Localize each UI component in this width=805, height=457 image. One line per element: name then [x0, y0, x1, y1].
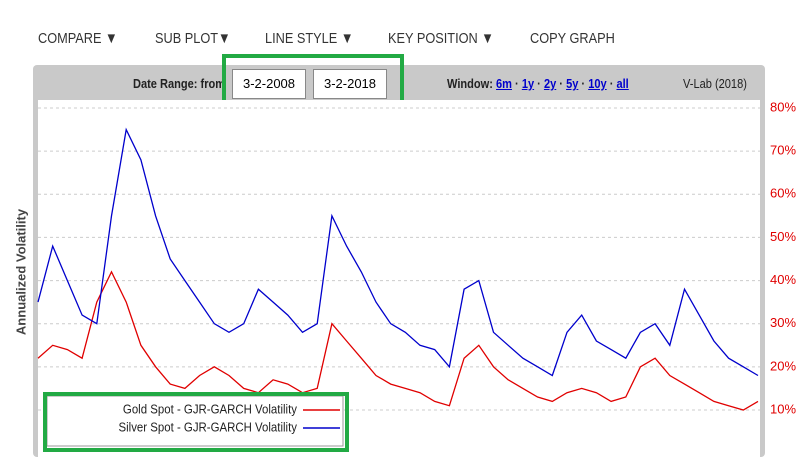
legend-label: Gold Spot - GJR-GARCH Volatility — [123, 402, 298, 417]
y-tick-label: 70% — [770, 143, 796, 158]
menu-subplot[interactable]: SUB PLOT▼ — [155, 30, 231, 47]
menu-compare[interactable]: COMPARE ▼ — [38, 30, 118, 47]
window-link[interactable]: 6m — [496, 76, 512, 91]
window-link[interactable]: 2y — [543, 76, 557, 91]
menu-key-position[interactable]: KEY POSITION ▼ — [388, 30, 494, 47]
date-from[interactable]: 3-2-2008 — [232, 69, 306, 99]
window-link[interactable]: 1y — [521, 76, 535, 91]
window-link[interactable]: all — [616, 76, 629, 91]
y-axis-label: Annualized Volatility — [13, 208, 28, 335]
y-tick-label: 60% — [770, 186, 796, 201]
window-label: Window: — [447, 76, 493, 91]
series-line — [37, 270, 759, 411]
window-link[interactable]: 5y — [566, 76, 579, 91]
separator: · — [606, 76, 617, 91]
separator: · — [556, 76, 567, 91]
y-tick-label: 50% — [770, 229, 796, 244]
separator: · — [511, 76, 522, 91]
series-line — [37, 127, 759, 377]
separator: · — [578, 76, 589, 91]
menu-copy-graph[interactable]: COPY GRAPH — [530, 30, 615, 47]
legend — [46, 395, 344, 447]
separator: · — [534, 76, 544, 91]
y-tick-label: 10% — [770, 401, 796, 416]
y-tick-label: 30% — [770, 315, 796, 330]
y-tick-label: 80% — [770, 99, 796, 114]
source: V-Lab (2018) — [683, 76, 747, 91]
date-label: Date Range: from — [133, 76, 226, 91]
date-to[interactable]: 3-2-2018 — [313, 69, 387, 99]
y-tick-label: 40% — [770, 272, 796, 287]
window-links: Window: 6m · 1y · 2y · 5y · 10y · all — [447, 76, 629, 91]
window-link[interactable]: 10y — [588, 76, 607, 91]
y-tick-label: 20% — [770, 358, 796, 373]
highlight-box — [43, 392, 349, 452]
menu-line-style[interactable]: LINE STYLE ▼ — [265, 30, 354, 47]
legend-label: Silver Spot - GJR-GARCH Volatility — [119, 420, 298, 435]
